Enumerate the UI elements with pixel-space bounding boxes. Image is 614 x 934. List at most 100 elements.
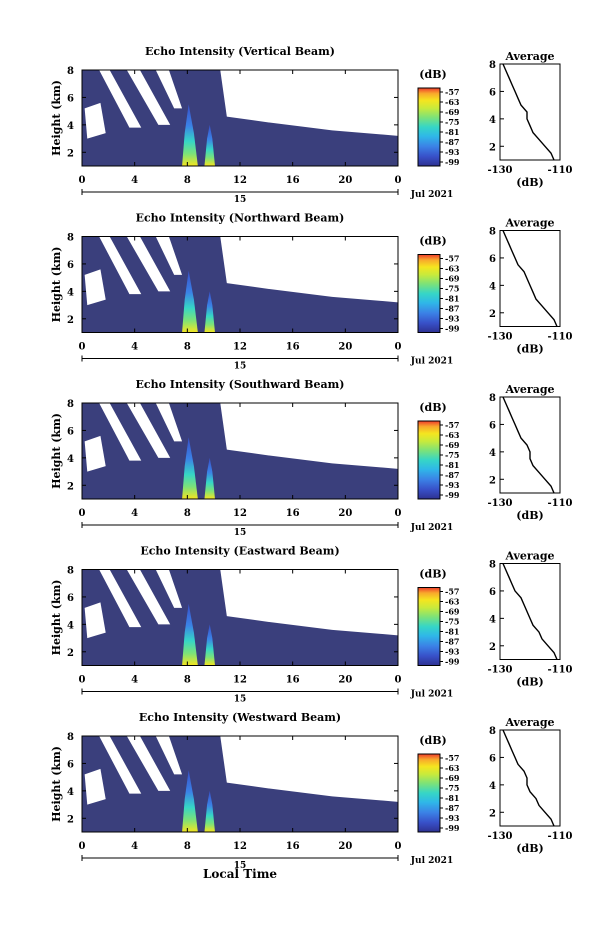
echo-plume — [182, 603, 198, 666]
echo-plume — [204, 124, 215, 166]
colorbar-tick-label: -93 — [445, 647, 460, 657]
no-data-region — [220, 236, 398, 303]
colorbar-tick-label: -57 — [445, 254, 459, 264]
x-tick-label: 12 — [233, 841, 247, 852]
profile-y-tick-label: 4 — [489, 781, 496, 792]
no-data-region — [220, 736, 398, 802]
x-tick-label: 20 — [338, 675, 352, 686]
y-tick-label: 6 — [67, 260, 74, 271]
x-tick-label: 12 — [233, 175, 247, 186]
profile-x-tick-label: -130 — [487, 831, 512, 842]
colorbar-tick-label: -81 — [445, 793, 459, 803]
y-tick-label: 8 — [67, 233, 74, 244]
colorbar-unit: (dB) — [419, 568, 446, 581]
y-tick-label: 8 — [67, 732, 74, 743]
panel-2: Echo Intensity (Northward Beam) 2 4 6 8 Heigh… — [50, 212, 573, 372]
profile-y-tick-label: 6 — [489, 587, 496, 598]
x-tick-label: 12 — [233, 675, 247, 686]
no-data-region — [220, 70, 398, 136]
profile-y-tick-label: 8 — [489, 560, 496, 571]
profile-y-tick-label: 2 — [489, 309, 496, 320]
x-tick-label: 8 — [184, 841, 191, 852]
colorbar-tick-label: -69 — [445, 440, 460, 450]
profile-frame — [499, 563, 561, 660]
profile-frame — [499, 729, 561, 827]
profile-x-tick-label: -110 — [547, 165, 572, 176]
echo-plume — [182, 270, 198, 333]
profile-y-tick-label: 6 — [489, 420, 496, 431]
y-axis-label: Height (km) — [50, 247, 63, 323]
profile-x-tick-label: -130 — [487, 665, 512, 676]
y-tick-label: 2 — [67, 315, 74, 326]
colorbar — [417, 254, 441, 333]
no-data-streak — [99, 403, 142, 461]
colorbar-tick-label: -75 — [445, 617, 459, 627]
date-label: Jul 2021 — [410, 523, 453, 533]
x-tick-label: 16 — [286, 841, 300, 852]
day-label: 15 — [234, 861, 247, 871]
x-tick-label: 20 — [338, 508, 352, 519]
date-label: Jul 2021 — [410, 856, 453, 866]
no-data-streak — [155, 70, 183, 109]
day-label: 15 — [234, 695, 247, 705]
heatmap-title: Echo Intensity (Northward Beam) — [136, 212, 345, 225]
no-data-streak — [155, 236, 183, 275]
x-tick-label: 16 — [286, 508, 300, 519]
heatmap-title: Echo Intensity (Vertical Beam) — [145, 45, 335, 58]
colorbar-tick-label: -75 — [445, 284, 459, 294]
profile-title: Average — [504, 383, 554, 396]
colorbar-tick-label: -81 — [445, 127, 459, 137]
date-label: Jul 2021 — [410, 190, 453, 200]
colorbar-tick-label: -75 — [445, 450, 459, 460]
colorbar-tick-label: -99 — [445, 157, 460, 167]
profile-line — [502, 63, 555, 161]
colorbar-tick-label: -87 — [445, 304, 459, 314]
colorbar-tick-label: -87 — [445, 470, 459, 480]
profile-x-tick-label: -130 — [487, 498, 512, 509]
colorbar-tick-label: -57 — [445, 420, 459, 430]
echo-plume — [204, 790, 215, 832]
colorbar-tick-label: -75 — [445, 783, 459, 793]
no-data-streak — [126, 236, 171, 292]
profile-title: Average — [504, 217, 554, 230]
colorbar-tick-label: -57 — [445, 87, 459, 97]
colorbar-tick-label: -75 — [445, 117, 459, 127]
y-tick-label: 4 — [67, 287, 74, 298]
date-label: Jul 2021 — [410, 690, 453, 700]
profile-title: Average — [504, 550, 554, 563]
no-data-streak — [99, 569, 142, 628]
profile-frame — [499, 63, 561, 161]
x-tick-label: 12 — [233, 342, 247, 353]
panel-5: Echo Intensity (Westward Beam) 2 4 6 8 Height… — [50, 711, 573, 871]
colorbar-tick-label: -69 — [445, 274, 460, 284]
colorbar-tick-label: -81 — [445, 294, 459, 304]
echo-plume — [204, 624, 215, 666]
heatmap-title: Echo Intensity (Westward Beam) — [139, 711, 341, 724]
profile-x-tick-label: -110 — [547, 831, 572, 842]
x-tick-label: 12 — [233, 508, 247, 519]
no-data-streak — [99, 736, 142, 794]
colorbar — [417, 87, 441, 167]
profile-y-tick-label: 6 — [489, 254, 496, 265]
profile-x-label: (dB) — [516, 343, 543, 356]
profile-line — [502, 729, 555, 827]
profile-x-label: (dB) — [516, 509, 543, 522]
colorbar — [417, 587, 441, 666]
colorbar-tick-label: -81 — [445, 460, 459, 470]
profile-x-tick-label: -130 — [487, 332, 512, 343]
y-tick-label: 4 — [67, 121, 74, 132]
heatmap-title: Echo Intensity (Eastward Beam) — [140, 545, 339, 558]
colorbar-tick-label: -99 — [445, 823, 460, 833]
y-tick-label: 4 — [67, 454, 74, 465]
colorbar-tick-label: -87 — [445, 803, 459, 813]
no-data-streak — [99, 70, 142, 128]
heatmap-title: Echo Intensity (Southward Beam) — [136, 378, 345, 391]
profile-frame — [499, 396, 561, 494]
x-tick-label: 20 — [338, 175, 352, 186]
colorbar-tick-label: -63 — [445, 763, 460, 773]
colorbar-unit: (dB) — [419, 68, 446, 81]
profile-y-tick-label: 8 — [489, 393, 496, 404]
panel-4: Echo Intensity (Eastward Beam) 2 4 6 8 Height… — [50, 545, 573, 705]
x-tick-label: 8 — [184, 508, 191, 519]
y-tick-label: 2 — [67, 648, 74, 659]
